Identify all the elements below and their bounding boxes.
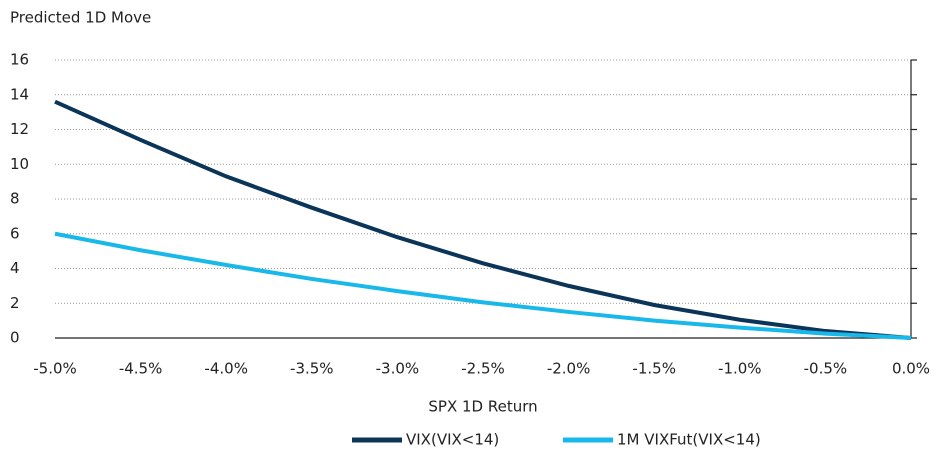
series-line (54, 99, 912, 340)
x-tick-label: 0.0% (892, 360, 930, 378)
legend-label: VIX(VIX<14) (406, 431, 499, 449)
x-axis-label: SPX 1D Return (428, 398, 537, 416)
y-tick-label: 10 (10, 155, 29, 173)
y-tick-label: 14 (10, 85, 29, 103)
x-tick-label: -4.5% (119, 360, 163, 378)
x-tick-label: -1.5% (632, 360, 676, 378)
x-tick-label: -3.0% (376, 360, 420, 378)
series-line (54, 231, 912, 340)
x-tick-label: -5.0% (33, 360, 77, 378)
y-tick-label: 8 (10, 190, 20, 208)
x-tick-label: -1.0% (718, 360, 762, 378)
x-tick-label: -4.0% (204, 360, 248, 378)
legend-label: 1M VIXFut(VIX<14) (617, 431, 761, 449)
x-tick-label: -2.0% (547, 360, 591, 378)
y-tick-label: 0 (10, 329, 20, 347)
x-tick-label: -0.5% (804, 360, 848, 378)
y-tick-label: 12 (10, 120, 29, 138)
y-tick-label: 6 (10, 224, 20, 242)
x-tick-label: -2.5% (461, 360, 505, 378)
x-tick-label: -3.5% (290, 360, 334, 378)
y-tick-label: 2 (10, 294, 20, 312)
y-tick-label: 4 (10, 259, 20, 277)
y-tick-label: 16 (10, 51, 29, 69)
chart-title: Predicted 1D Move (10, 9, 151, 27)
